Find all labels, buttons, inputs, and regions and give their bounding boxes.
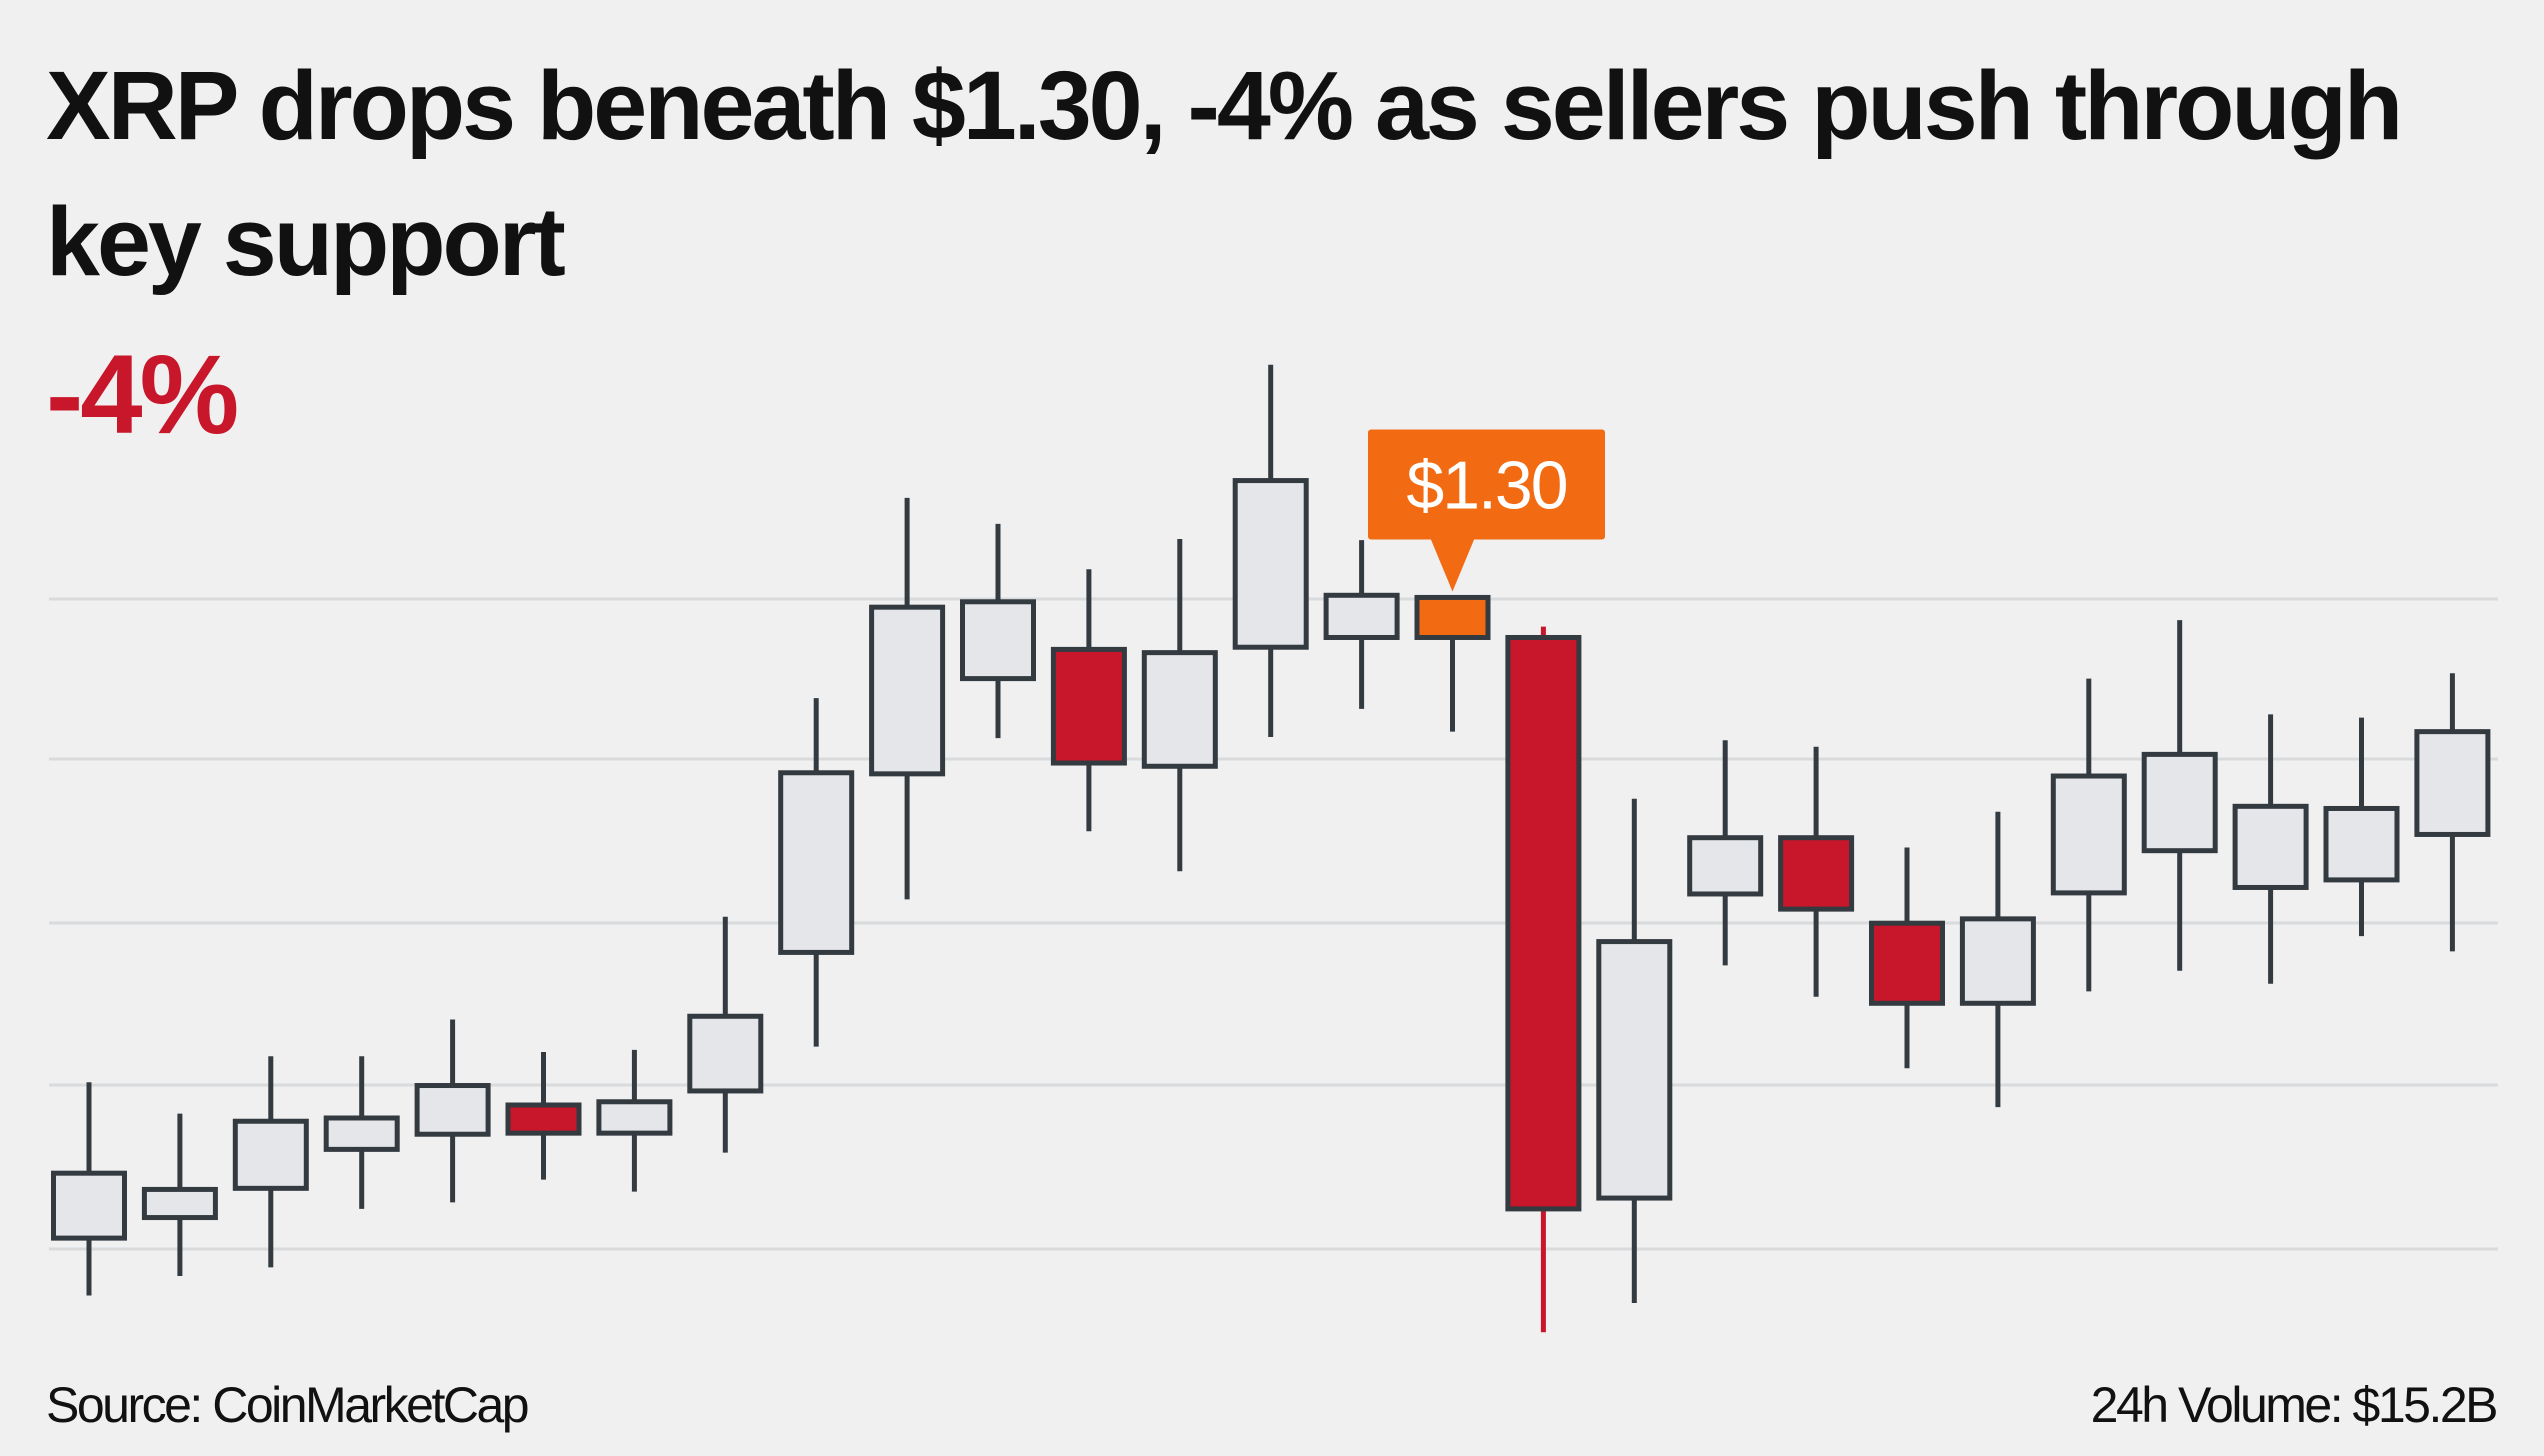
chart-title: XRP drops beneath $1.30, -4% as sellers … bbox=[46, 51, 2403, 296]
candle-body bbox=[1687, 835, 1764, 897]
candle-body bbox=[2323, 805, 2400, 883]
candle-body bbox=[51, 1170, 127, 1241]
candle-body bbox=[2141, 751, 2218, 854]
candle-body bbox=[2414, 729, 2491, 837]
candle-body bbox=[1414, 594, 1491, 640]
candle-body bbox=[960, 599, 1036, 682]
candle-body bbox=[1596, 939, 1673, 1201]
volume-note: 24h Volume: $15.2B bbox=[2090, 1377, 2499, 1433]
candle-body bbox=[1778, 835, 1855, 912]
annotation-label: $1.30 bbox=[1406, 447, 1566, 523]
candle-body bbox=[2232, 803, 2309, 890]
change-label: -4% bbox=[46, 332, 239, 457]
candle-body bbox=[2050, 773, 2127, 896]
candle-body bbox=[1959, 916, 2036, 1006]
annotation-box bbox=[1368, 429, 1605, 540]
candle-body bbox=[1050, 646, 1127, 766]
candle-body bbox=[1505, 634, 1582, 1212]
candle-body bbox=[505, 1102, 582, 1136]
candle-body bbox=[323, 1115, 400, 1152]
candle-body bbox=[414, 1083, 491, 1137]
candle-body bbox=[596, 1099, 673, 1136]
candle-body bbox=[1232, 478, 1309, 650]
candle-body bbox=[687, 1013, 764, 1094]
candle-body bbox=[1869, 920, 1945, 1006]
candle-body bbox=[232, 1118, 309, 1191]
source-note: Source: CoinMarketCap bbox=[46, 1377, 530, 1433]
annotation-pointer bbox=[1430, 538, 1475, 592]
candle-body bbox=[1323, 592, 1400, 640]
candle-body bbox=[141, 1186, 218, 1221]
candle-body bbox=[869, 604, 946, 777]
candle-body bbox=[778, 770, 855, 955]
candle-body bbox=[1141, 650, 1218, 769]
